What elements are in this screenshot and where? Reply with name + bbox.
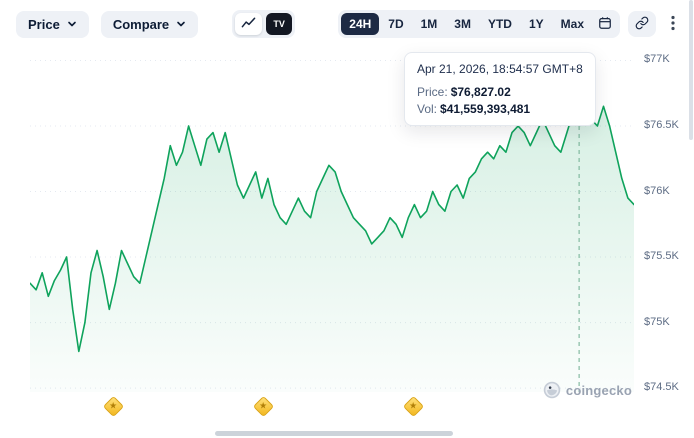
share-link-button[interactable] xyxy=(628,11,656,37)
area-fill xyxy=(30,83,634,392)
price-line xyxy=(29,82,635,353)
star-icon: ★ xyxy=(409,400,418,411)
y-axis-label: $76.5K xyxy=(644,119,679,131)
tooltip-price-label: Price: xyxy=(417,85,448,99)
chart-toolbar: Price Compare TV xyxy=(0,0,694,48)
more-options-button[interactable] xyxy=(664,11,682,37)
coingecko-brand-text: coingecko xyxy=(565,382,632,398)
tradingview-toggle-button[interactable]: TV xyxy=(266,13,293,35)
compare-dropdown-button[interactable]: Compare xyxy=(100,10,199,38)
y-axis-label: $77K xyxy=(644,53,670,66)
tooltip-datetime: Apr 21, 2026, 18:54:57 GMT+8 xyxy=(417,62,583,76)
time-range-group: 24H 7D 1M 3M YTD 1Y Max xyxy=(338,10,620,38)
line-chart-icon xyxy=(241,15,256,33)
range-button-1m[interactable]: 1M xyxy=(413,13,446,35)
range-button-ytd[interactable]: YTD xyxy=(480,13,520,35)
link-icon xyxy=(635,16,649,33)
range-button-24h[interactable]: 24H xyxy=(341,13,380,35)
price-dropdown-button[interactable]: Price xyxy=(16,10,89,38)
tooltip-volume-value: $41,559,393,481 xyxy=(440,102,531,116)
y-axis-label: $75.5K xyxy=(644,250,679,263)
vertical-scrollbar[interactable] xyxy=(689,0,693,140)
tooltip-price-value: $76,827.02 xyxy=(450,85,511,99)
coingecko-attribution: coingecko xyxy=(543,381,632,399)
star-icon: ★ xyxy=(259,400,268,411)
chevron-down-icon xyxy=(176,19,186,29)
star-icon: ★ xyxy=(109,400,118,411)
tooltip-volume-label: Vol: xyxy=(417,102,438,116)
toolbar-left: Price Compare TV xyxy=(16,10,296,38)
price-dropdown-label: Price xyxy=(28,16,60,32)
chart-type-toggle-group: TV xyxy=(232,10,296,38)
range-button-max[interactable]: Max xyxy=(553,13,592,35)
custom-date-button[interactable] xyxy=(593,13,617,35)
horizontal-scrollbar[interactable] xyxy=(215,431,453,436)
toolbar-right: 24H 7D 1M 3M YTD 1Y Max xyxy=(338,10,682,38)
y-axis-label: $74.5K xyxy=(644,381,679,394)
kebab-menu-icon xyxy=(671,15,675,34)
calendar-icon xyxy=(598,16,612,33)
event-badge[interactable]: ★ xyxy=(402,395,425,418)
chevron-down-icon xyxy=(67,19,77,29)
event-badge[interactable]: ★ xyxy=(102,395,125,418)
event-badge[interactable]: ★ xyxy=(252,395,275,418)
coingecko-logo-icon xyxy=(543,381,561,399)
range-button-7d[interactable]: 7D xyxy=(380,13,411,35)
compare-dropdown-label: Compare xyxy=(112,16,170,32)
tradingview-logo: TV xyxy=(273,19,285,29)
range-button-1y[interactable]: 1Y xyxy=(521,13,552,35)
y-axis: $77K $76.5K $76K $75.5K $75K $74.5K xyxy=(634,50,692,394)
tooltip-price-row: Price: $76,827.02 xyxy=(417,85,583,99)
y-axis-label: $76K xyxy=(644,184,670,197)
chart-tooltip: Apr 21, 2026, 18:54:57 GMT+8 Price: $76,8… xyxy=(404,52,596,126)
y-axis-label: $75K xyxy=(644,315,670,328)
line-chart-toggle-button[interactable] xyxy=(235,13,263,35)
tooltip-volume-row: Vol: $41,559,393,481 xyxy=(417,102,583,116)
range-button-3m[interactable]: 3M xyxy=(446,13,479,35)
